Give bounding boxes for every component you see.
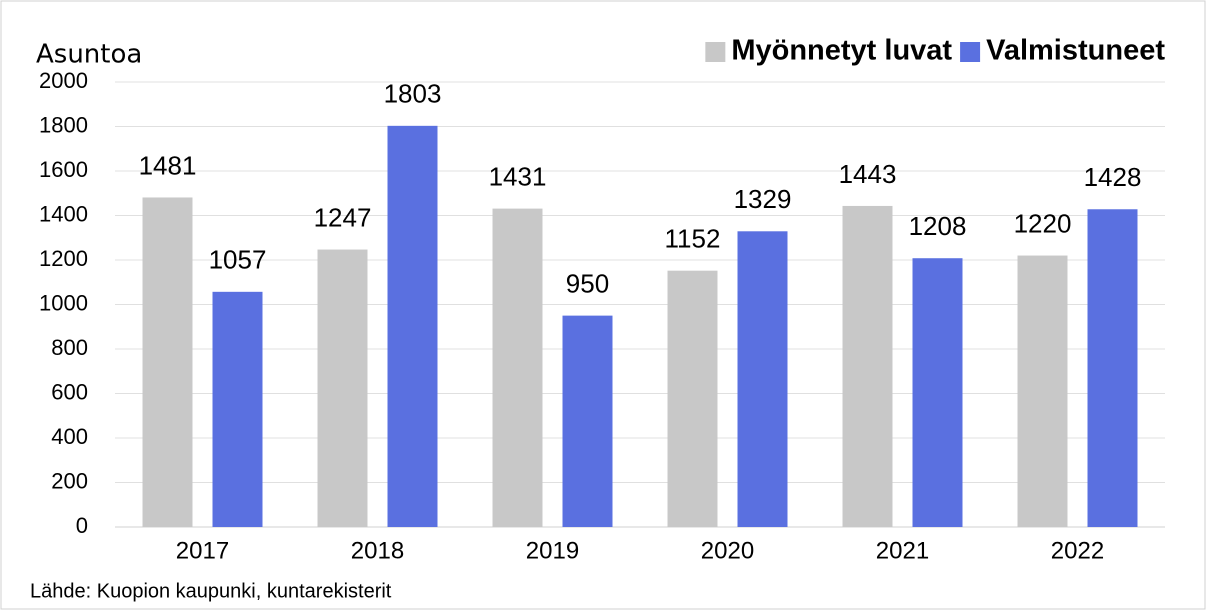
x-tick-label: 2020 (701, 537, 754, 564)
data-label: 1803 (384, 79, 442, 109)
y-tick-label: 1800 (39, 112, 88, 137)
data-label: 1481 (139, 150, 197, 180)
bar (562, 315, 613, 527)
y-tick-label: 600 (51, 379, 88, 404)
data-label: 1208 (909, 211, 967, 241)
data-label: 1220 (1014, 208, 1072, 238)
data-label: 1431 (489, 161, 547, 191)
bar (387, 125, 438, 528)
bar (212, 291, 263, 527)
bar (317, 249, 368, 528)
data-label: 1443 (839, 159, 897, 189)
y-tick-label: 1400 (39, 201, 88, 226)
bar (737, 231, 788, 528)
x-tick-label: 2019 (526, 537, 579, 564)
data-label: 1152 (665, 224, 721, 254)
bar (1017, 255, 1068, 528)
y-axis-label: Asuntoa (36, 40, 142, 70)
x-tick-label: 2018 (351, 537, 404, 564)
data-label: 1329 (734, 184, 792, 214)
data-label: 950 (566, 269, 609, 299)
source-note: Lähde: Kuopion kaupunki, kuntarekisterit (30, 580, 392, 602)
x-tick-label: 2017 (176, 537, 229, 564)
y-tick-label: 1200 (39, 246, 88, 271)
y-tick-label: 1600 (39, 157, 88, 182)
legend-swatch (705, 42, 726, 62)
y-tick-label: 200 (51, 468, 88, 493)
data-label: 1247 (314, 202, 372, 232)
bar (492, 208, 543, 528)
bar (912, 258, 963, 527)
y-tick-label: 2000 (39, 68, 88, 93)
legend-label: Myönnetyt luvat (731, 35, 952, 67)
x-tick-label: 2021 (876, 537, 929, 564)
bar (667, 270, 718, 527)
y-tick-label: 1000 (39, 290, 88, 315)
data-label: 1428 (1084, 162, 1142, 192)
y-tick-label: 800 (51, 335, 88, 360)
legend-swatch (960, 42, 981, 62)
y-tick-label: 0 (76, 513, 88, 538)
bar (1087, 209, 1138, 527)
y-tick-label: 400 (51, 424, 88, 449)
legend-label: Valmistuneet (986, 35, 1165, 67)
x-tick-label: 2022 (1051, 537, 1104, 564)
bar (142, 197, 193, 528)
bar (842, 205, 893, 527)
data-label: 1057 (209, 245, 267, 275)
